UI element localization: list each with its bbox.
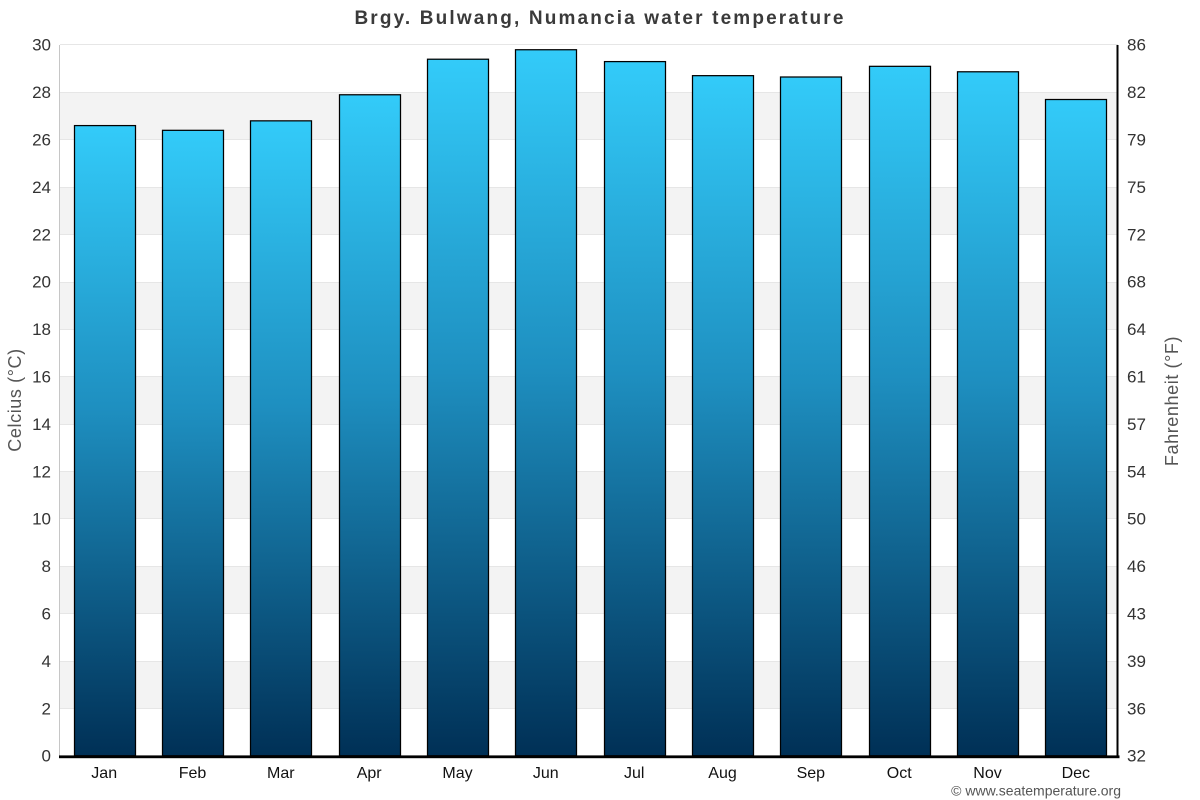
- svg-text:Feb: Feb: [179, 765, 207, 782]
- svg-text:Nov: Nov: [973, 765, 1001, 782]
- svg-text:82: 82: [1127, 83, 1146, 102]
- svg-text:75: 75: [1127, 178, 1146, 197]
- svg-text:6: 6: [42, 605, 51, 624]
- svg-text:32: 32: [1127, 747, 1146, 766]
- svg-text:Fahrenheit (°F): Fahrenheit (°F): [1162, 336, 1182, 466]
- svg-text:72: 72: [1127, 225, 1146, 244]
- svg-text:28: 28: [32, 83, 51, 102]
- svg-text:61: 61: [1127, 368, 1146, 387]
- svg-text:2: 2: [42, 699, 51, 718]
- svg-text:30: 30: [32, 36, 51, 55]
- svg-text:36: 36: [1127, 699, 1146, 718]
- svg-text:79: 79: [1127, 131, 1146, 150]
- svg-text:Apr: Apr: [357, 765, 383, 782]
- svg-text:Oct: Oct: [887, 765, 912, 782]
- svg-text:8: 8: [42, 557, 51, 576]
- svg-text:24: 24: [32, 178, 51, 197]
- svg-text:Jun: Jun: [533, 765, 559, 782]
- svg-text:Dec: Dec: [1062, 765, 1090, 782]
- svg-text:46: 46: [1127, 557, 1146, 576]
- svg-text:20: 20: [32, 273, 51, 292]
- svg-text:64: 64: [1127, 320, 1146, 339]
- svg-text:May: May: [442, 765, 472, 782]
- svg-text:© www.seatemperature.org: © www.seatemperature.org: [951, 783, 1121, 799]
- svg-text:57: 57: [1127, 415, 1146, 434]
- svg-text:Jan: Jan: [91, 765, 117, 782]
- svg-text:Sep: Sep: [797, 765, 826, 782]
- svg-text:Aug: Aug: [708, 765, 736, 782]
- svg-text:16: 16: [32, 368, 51, 387]
- svg-text:39: 39: [1127, 652, 1146, 671]
- svg-text:Celcius (°C): Celcius (°C): [5, 348, 25, 451]
- svg-text:26: 26: [32, 131, 51, 150]
- svg-text:68: 68: [1127, 273, 1146, 292]
- svg-text:12: 12: [32, 462, 51, 481]
- svg-text:22: 22: [32, 225, 51, 244]
- svg-text:4: 4: [42, 652, 51, 671]
- svg-text:Brgy. Bulwang, Numancia water: Brgy. Bulwang, Numancia water temperatur…: [354, 8, 845, 29]
- svg-text:10: 10: [32, 510, 51, 529]
- svg-text:43: 43: [1127, 605, 1146, 624]
- svg-text:Jul: Jul: [624, 765, 644, 782]
- svg-text:54: 54: [1127, 462, 1146, 481]
- svg-text:50: 50: [1127, 510, 1146, 529]
- svg-text:86: 86: [1127, 36, 1146, 55]
- svg-text:Mar: Mar: [267, 765, 295, 782]
- svg-text:14: 14: [32, 415, 51, 434]
- svg-text:18: 18: [32, 320, 51, 339]
- svg-text:0: 0: [42, 747, 51, 766]
